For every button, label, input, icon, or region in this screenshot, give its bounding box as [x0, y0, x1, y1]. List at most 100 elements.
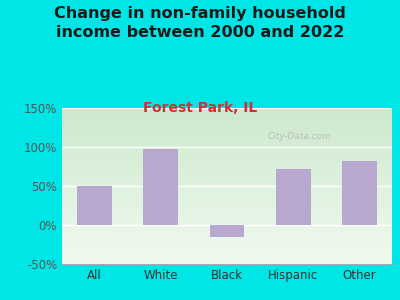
Bar: [62, 137, 392, 138]
Bar: [62, 154, 392, 155]
Bar: [62, 217, 392, 218]
Bar: [62, 212, 392, 213]
Bar: [62, 114, 392, 115]
Text: Forest Park, IL: Forest Park, IL: [143, 100, 257, 115]
Bar: [62, 192, 392, 193]
Bar: [62, 253, 392, 254]
Bar: [62, 244, 392, 245]
Bar: [62, 233, 392, 234]
Bar: [62, 237, 392, 238]
Bar: [62, 254, 392, 255]
Bar: [62, 112, 392, 113]
Bar: [62, 198, 392, 199]
Bar: [62, 171, 392, 172]
Bar: [62, 242, 392, 243]
Bar: [62, 182, 392, 183]
Bar: [62, 200, 392, 201]
Bar: [62, 202, 392, 203]
Bar: [62, 175, 392, 176]
Bar: [62, 179, 392, 180]
Bar: [62, 125, 392, 126]
Bar: [62, 153, 392, 154]
Bar: [62, 172, 392, 173]
Bar: [62, 213, 392, 214]
Bar: [143, 149, 178, 225]
Bar: [62, 113, 392, 114]
Bar: [62, 130, 392, 131]
Bar: [62, 123, 392, 124]
Bar: [62, 159, 392, 160]
Bar: [62, 176, 392, 177]
Bar: [62, 221, 392, 222]
Bar: [62, 116, 392, 117]
Bar: [62, 183, 392, 184]
Bar: [62, 160, 392, 161]
Bar: [62, 236, 392, 237]
Bar: [62, 168, 392, 169]
Bar: [62, 219, 392, 220]
Bar: [62, 202, 392, 203]
Bar: [62, 152, 392, 153]
Bar: [62, 127, 392, 128]
Bar: [210, 225, 244, 237]
Bar: [62, 131, 392, 132]
Bar: [62, 216, 392, 217]
Bar: [62, 232, 392, 233]
Bar: [62, 181, 392, 182]
Bar: [77, 186, 112, 225]
Text: Change in non-family household
income between 2000 and 2022: Change in non-family household income be…: [54, 6, 346, 40]
Bar: [62, 250, 392, 251]
Bar: [62, 149, 392, 150]
Bar: [62, 111, 392, 112]
Bar: [62, 243, 392, 244]
Bar: [62, 135, 392, 136]
Bar: [62, 122, 392, 123]
Bar: [62, 151, 392, 152]
Bar: [62, 234, 392, 235]
Bar: [62, 262, 392, 263]
Bar: [62, 260, 392, 261]
Bar: [62, 169, 392, 170]
Bar: [62, 117, 392, 118]
Bar: [62, 177, 392, 178]
Bar: [62, 167, 392, 168]
Bar: [62, 163, 392, 164]
Bar: [62, 120, 392, 121]
Bar: [62, 188, 392, 189]
Bar: [62, 141, 392, 142]
Bar: [62, 124, 392, 125]
Bar: [62, 138, 392, 139]
Bar: [62, 207, 392, 208]
Bar: [62, 195, 392, 196]
Bar: [62, 118, 392, 119]
Bar: [62, 230, 392, 231]
Bar: [62, 240, 392, 241]
Bar: [62, 238, 392, 239]
Bar: [62, 185, 392, 186]
Bar: [62, 126, 392, 127]
Bar: [62, 206, 392, 207]
Bar: [62, 223, 392, 224]
Bar: [62, 144, 392, 145]
Bar: [62, 197, 392, 198]
Bar: [62, 194, 392, 195]
Bar: [62, 150, 392, 151]
Bar: [62, 208, 392, 209]
Bar: [62, 251, 392, 252]
Bar: [62, 211, 392, 212]
Bar: [62, 199, 392, 200]
Bar: [62, 180, 392, 181]
Bar: [62, 226, 392, 227]
Bar: [62, 218, 392, 219]
Bar: [62, 201, 392, 202]
Bar: [62, 263, 392, 264]
Bar: [62, 210, 392, 211]
Bar: [62, 258, 392, 259]
Bar: [62, 184, 392, 185]
Bar: [62, 255, 392, 256]
Bar: [62, 190, 392, 191]
Bar: [62, 214, 392, 215]
Bar: [62, 248, 392, 249]
Bar: [62, 166, 392, 167]
Bar: [62, 224, 392, 225]
